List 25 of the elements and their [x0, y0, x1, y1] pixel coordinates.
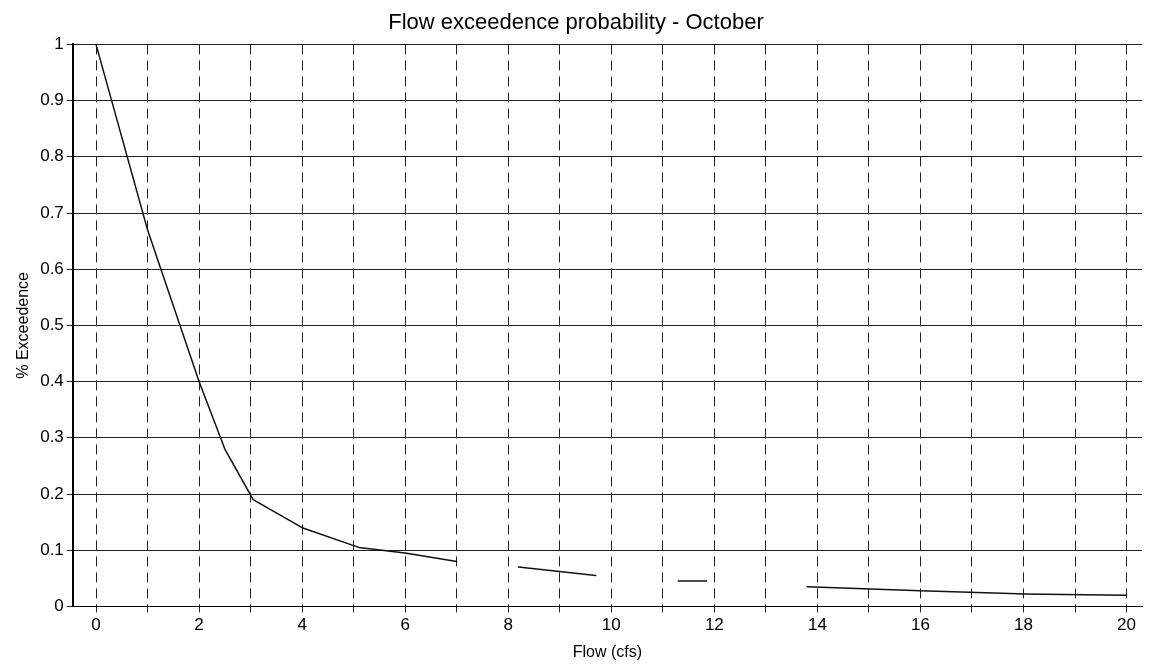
y-tick-label: 0.1 — [40, 539, 64, 559]
y-tick-label: 0.9 — [40, 90, 64, 110]
chart-title: Flow exceedence probability - October — [388, 9, 764, 35]
x-tick-label: 2 — [194, 615, 204, 635]
x-tick-label: 8 — [503, 615, 513, 635]
y-tick-label: 0.2 — [40, 483, 64, 503]
x-tick-label: 0 — [91, 615, 101, 635]
y-tick-label: 0.4 — [40, 371, 64, 391]
x-tick-label: 12 — [704, 615, 724, 635]
y-tick-label: 0.5 — [40, 315, 64, 335]
y-tick-label: 1 — [54, 34, 64, 54]
x-axis-title: Flow (cfs) — [572, 642, 643, 660]
y-tick-label: 0.3 — [40, 427, 64, 447]
x-tick-label: 16 — [910, 615, 930, 635]
y-tick-label: 0 — [54, 596, 64, 616]
x-tick-label: 14 — [807, 615, 827, 635]
x-tick-label: 18 — [1014, 615, 1033, 635]
x-tick-label: 20 — [1117, 615, 1136, 635]
x-tick-label: 4 — [297, 615, 307, 635]
x-tick-label: 6 — [400, 615, 410, 635]
y-tick-label: 0.6 — [40, 258, 64, 278]
y-tick-label: 0.8 — [40, 146, 64, 166]
x-tick-label: 10 — [601, 615, 621, 635]
y-axis-title: % Exceedence — [14, 271, 32, 379]
y-tick-label: 0.7 — [40, 202, 64, 222]
